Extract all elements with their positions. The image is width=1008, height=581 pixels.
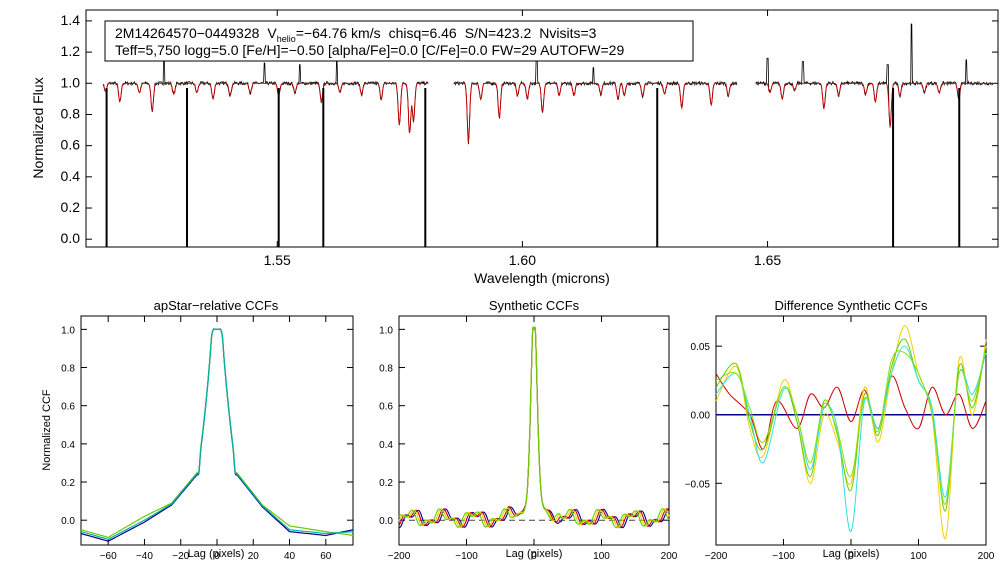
vhelio-symbol: V	[267, 25, 277, 41]
ccf3-ytick-label: 0.00	[691, 411, 711, 422]
ccf1-ytick-label: 0.2	[61, 478, 75, 489]
difference-ccf-series-line	[715, 338, 987, 512]
ccf2-ytick-label: 0.8	[379, 364, 393, 375]
ccf3-xtick-label: 0	[848, 551, 854, 562]
ccf1-xtick-label: 60	[320, 551, 332, 562]
difference-ccf-series-line	[715, 373, 987, 450]
ccf1-xtick-label: 20	[248, 551, 260, 562]
difference-ccf-title: Difference Synthetic CCFs	[775, 298, 928, 313]
ccf2-ytick-label: 1.0	[379, 325, 393, 336]
ccf2-xtick-label: −100	[455, 551, 478, 562]
difference-ccf-lines	[715, 325, 987, 539]
synthetic-ccf-y-ticks: 0.0 0.2 0.4 0.6 0.8 1.0	[379, 325, 669, 527]
difference-ccf-x-label: Lag (pixels)	[823, 548, 880, 560]
spec-ytick-label: 0.6	[61, 137, 81, 153]
ccf1-ytick-label: 0.4	[61, 440, 75, 451]
observed-spectrum-line	[453, 59, 738, 145]
spectrum-x-label: Wavelength (microns)	[474, 270, 610, 286]
apstar-ccf-frame	[80, 315, 354, 546]
spectrum-plot-frame	[85, 9, 999, 248]
apstar-ccf-panel: apStar−relative CCFs 0.00.20.40.60.81.0 …	[41, 298, 354, 562]
ccf2-xtick-label: −200	[388, 551, 411, 562]
ccf2-xtick-label: 0	[531, 551, 537, 562]
spec-ytick-label: 1.4	[61, 12, 81, 28]
ccf1-xtick-label: −20	[172, 551, 189, 562]
ccf3-xtick-label: 200	[978, 551, 995, 562]
synthetic-ccf-x-ticks: −200 −100 0 100 200	[388, 316, 678, 562]
ccf2-ytick-label: 0.0	[379, 516, 393, 527]
ccf1-ytick-label: 0.6	[61, 402, 75, 413]
ccf2-xtick-label: 100	[593, 551, 610, 562]
synthetic-ccf-series-line	[398, 326, 670, 529]
spec-ytick-label: 0.4	[61, 168, 81, 184]
annotation-stellar-params: Teff=5,750 logg=5.0 [Fe/H]=−0.50 [alpha/…	[115, 42, 624, 58]
model-spectrum-line	[102, 82, 429, 133]
ccf2-ytick-label: 0.4	[379, 440, 393, 451]
apstar-ccf-x-label: Lag (pixels)	[188, 548, 245, 560]
annotation-line-1: 2M14264570−0449328 Vhelio=−64.76 km/s chis…	[115, 25, 597, 44]
difference-ccf-panel: Difference Synthetic CCFs −0.050.000.05 …	[685, 298, 995, 562]
synthetic-ccf-panel: Synthetic CCFs 0.0 0.2 0.4 0.6 0.8 1.0 −200 −1…	[379, 298, 678, 562]
spec-xtick-label: 1.55	[264, 252, 291, 268]
synthetic-ccf-lines	[398, 326, 670, 529]
spec-ytick-label: 1.2	[61, 43, 81, 59]
spectrum-annotation-box	[104, 20, 694, 62]
difference-ccf-x-ticks: −200 −100 0 100 200	[705, 316, 995, 562]
apstar-ccf-title: apStar−relative CCFs	[154, 298, 279, 313]
difference-ccf-y-ticks: −0.05 0.00 0.05	[685, 342, 986, 490]
vhelio-subscript: helio	[277, 34, 296, 44]
ccf2-xtick-label: 200	[661, 551, 678, 562]
spectrum-lines	[102, 23, 994, 247]
snr-value: S/N=423.2	[465, 25, 532, 41]
apstar-ccf-y-ticks: 0.0 0.2 0.4 0.6 0.8 1.0	[61, 325, 353, 527]
apstar-ccf-series-line	[80, 328, 354, 539]
difference-ccf-series-line	[715, 346, 987, 505]
model-spectrum-line	[755, 82, 994, 127]
ccf1-xtick-label: 0	[214, 551, 220, 562]
synthetic-ccf-x-label: Lag (pixels)	[506, 548, 563, 560]
apstar-ccf-series-line	[80, 328, 354, 540]
apstar-ccf-x-ticks: −60 −40 −20 0 20 40 60	[100, 316, 332, 562]
difference-ccf-series-line	[715, 325, 987, 539]
synthetic-ccf-series-line	[398, 326, 670, 529]
ccf3-ytick-label: 0.05	[691, 342, 711, 353]
spec-xtick-label: 1.65	[754, 252, 781, 268]
object-id: 2M14264570−0449328	[115, 25, 260, 41]
ccf1-ytick-label: 0.8	[61, 364, 75, 375]
vhelio-value: =−64.76 km/s	[296, 25, 381, 41]
spec-ytick-label: 1.0	[61, 74, 81, 90]
ccf1-xtick-label: −60	[100, 551, 117, 562]
ccf1-xtick-label: −40	[136, 551, 153, 562]
synthetic-ccf-series-line	[398, 326, 670, 529]
apstar-ccf-series-line	[80, 328, 354, 542]
observed-spectrum-line	[755, 23, 994, 128]
nvisits-value: Nvisits=3	[539, 25, 596, 41]
ccf3-ytick-label: −0.05	[685, 479, 711, 490]
model-spectrum-line	[453, 82, 738, 143]
ccf3-xtick-label: 100	[910, 551, 927, 562]
ccf1-xtick-label: 40	[284, 551, 296, 562]
spec-ytick-label: 0.0	[61, 230, 81, 246]
spec-ytick-label: 0.2	[61, 199, 81, 215]
spectrum-y-ticks: 0.0 0.2 0.4 0.6 0.8 1.0 1.2 1.4	[61, 12, 998, 246]
synthetic-ccf-series-line	[398, 326, 670, 529]
ccf2-ytick-label: 0.6	[379, 402, 393, 413]
ccf1-ytick-label: 1.0	[61, 325, 75, 336]
chisq-value: chisq=6.46	[389, 25, 457, 41]
ccf3-xtick-label: −100	[772, 551, 795, 562]
difference-ccf-series-line	[715, 345, 987, 532]
synthetic-ccf-title: Synthetic CCFs	[489, 298, 580, 313]
ccf1-ytick-label: 0.0	[61, 516, 75, 527]
apstar-ccf-y-label: Normalized CCF	[41, 389, 53, 471]
ccf2-ytick-label: 0.2	[379, 478, 393, 489]
spec-xtick-label: 1.60	[509, 252, 536, 268]
spec-ytick-label: 0.8	[61, 105, 81, 121]
spectrum-y-label: Normalized Flux	[30, 77, 46, 178]
spectrum-x-ticks: 1.55 1.60 1.65	[264, 10, 781, 268]
apstar-ccf-lines	[80, 328, 354, 542]
spectrum-panel: 0.0 0.2 0.4 0.6 0.8 1.0 1.2 1.4 1.55 1.60 1.65 Wa…	[30, 9, 999, 286]
ccf3-xtick-label: −200	[705, 551, 728, 562]
